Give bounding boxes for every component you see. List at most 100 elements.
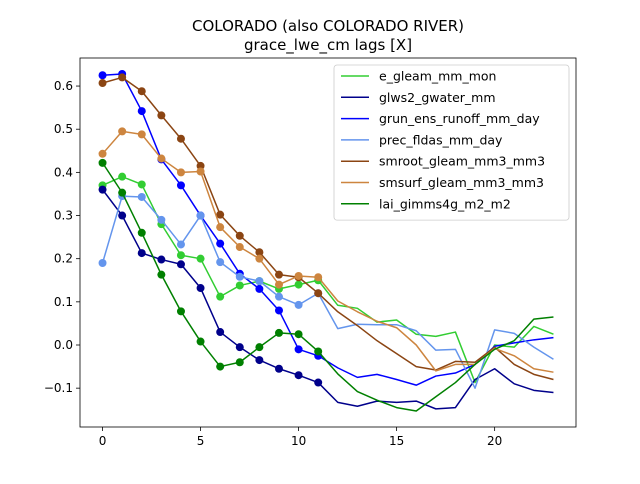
x-tick-label: 0 [99, 434, 107, 448]
series-point-e_gleam_mm_mon [216, 292, 225, 301]
series-point-smroot_gleam_mm3_mm3 [98, 79, 107, 88]
legend-label: lai_gimms4g_m2_m2 [379, 196, 511, 211]
series-point-grun_ens_runoff_mm_day [137, 107, 146, 116]
series-point-glws2_gwater_mm [235, 343, 244, 352]
series-point-prec_fldas_mm_day [294, 300, 303, 309]
series-point-e_gleam_mm_mon [294, 280, 303, 289]
series-point-smsurf_gleam_mm3_mm3 [255, 254, 264, 263]
axes: 0 5 10 15 20 −0.1 0.0 0.1 0.2 0.3 0.4 0.5 0.6 [44, 57, 577, 448]
series-point-glws2_gwater_mm [274, 364, 283, 373]
series-point-smsurf_gleam_mm3_mm3 [98, 149, 107, 158]
series-point-smsurf_gleam_mm3_mm3 [118, 127, 127, 136]
series-line-lai_gimms4g_m2_m2 [101, 162, 554, 412]
series-point-prec_fldas_mm_day [235, 272, 244, 281]
series-point-glws2_gwater_mm [157, 255, 166, 264]
series-point-prec_fldas_mm_day [157, 215, 166, 224]
series-point-grun_ens_runoff_mm_day [274, 306, 283, 315]
series-point-smsurf_gleam_mm3_mm3 [176, 168, 185, 177]
x-tick-label: 15 [389, 434, 404, 448]
series-point-lai_gimms4g_m2_m2 [255, 343, 264, 352]
chart-subtitle: grace_lwe_cm lags [X] [244, 36, 412, 55]
series-point-e_gleam_mm_mon [176, 251, 185, 260]
series-point-smsurf_gleam_mm3_mm3 [274, 280, 283, 289]
series-point-smsurf_gleam_mm3_mm3 [157, 154, 166, 163]
series-point-prec_fldas_mm_day [98, 259, 107, 267]
series-point-glws2_gwater_mm [176, 260, 185, 269]
series-point-prec_fldas_mm_day [216, 258, 225, 267]
series-point-smsurf_gleam_mm3_mm3 [216, 223, 225, 232]
y-tick-label: 0.2 [54, 252, 73, 266]
series-point-prec_fldas_mm_day [137, 192, 146, 201]
legend-label: prec_fldas_mm_day [379, 132, 503, 147]
series-line-prec_fldas_mm_day [101, 195, 554, 389]
plot-frame [79, 57, 577, 428]
series-point-e_gleam_mm_mon [118, 172, 127, 181]
legend-label: e_gleam_mm_mon [379, 69, 496, 84]
y-tick-label: 0.1 [54, 295, 73, 309]
y-tick-label: 0.4 [54, 165, 73, 179]
series-point-smroot_gleam_mm3_mm3 [235, 231, 244, 240]
series-point-smroot_gleam_mm3_mm3 [314, 289, 323, 298]
series-point-smsurf_gleam_mm3_mm3 [314, 273, 323, 282]
series-point-smroot_gleam_mm3_mm3 [255, 248, 264, 257]
x-tick-label: 5 [197, 434, 205, 448]
series-point-lai_gimms4g_m2_m2 [314, 347, 323, 356]
series-point-prec_fldas_mm_day [196, 211, 205, 220]
y-tick-label: 0.3 [54, 209, 73, 223]
series-point-lai_gimms4g_m2_m2 [196, 337, 205, 346]
series-point-lai_gimms4g_m2_m2 [157, 270, 166, 279]
series-point-glws2_gwater_mm [137, 249, 146, 258]
series-point-smroot_gleam_mm3_mm3 [176, 134, 185, 143]
y-tick-label: 0.0 [54, 338, 73, 352]
series-point-smsurf_gleam_mm3_mm3 [196, 167, 205, 176]
y-tick-label: −0.1 [44, 381, 73, 395]
legend-label: glws2_gwater_mm [379, 90, 496, 105]
series-point-lai_gimms4g_m2_m2 [274, 328, 283, 337]
legend-box [333, 64, 570, 221]
series-point-lai_gimms4g_m2_m2 [118, 188, 127, 197]
series-point-e_gleam_mm_mon [235, 281, 244, 290]
series-point-glws2_gwater_mm [294, 371, 303, 380]
series-point-prec_fldas_mm_day [255, 277, 264, 286]
x-tick-label: 20 [487, 434, 502, 448]
series-point-grun_ens_runoff_mm_day [216, 239, 225, 248]
series-point-glws2_gwater_mm [255, 356, 264, 365]
series-point-grun_ens_runoff_mm_day [294, 345, 303, 354]
series-point-e_gleam_mm_mon [196, 254, 205, 263]
series-point-lai_gimms4g_m2_m2 [294, 330, 303, 339]
chart-title: COLORADO (also COLORADO RIVER) [192, 17, 464, 35]
series-point-lai_gimms4g_m2_m2 [216, 362, 225, 371]
series-point-smroot_gleam_mm3_mm3 [118, 73, 127, 82]
legend-label: smroot_gleam_mm3_mm3 [379, 154, 545, 169]
series-point-glws2_gwater_mm [196, 284, 205, 293]
series-point-lai_gimms4g_m2_m2 [176, 307, 185, 316]
series-point-prec_fldas_mm_day [274, 292, 283, 301]
series-point-lai_gimms4g_m2_m2 [98, 158, 107, 167]
series-point-glws2_gwater_mm [314, 378, 323, 387]
series-point-smroot_gleam_mm3_mm3 [137, 87, 146, 96]
series-point-smsurf_gleam_mm3_mm3 [294, 271, 303, 280]
x-tick-label: 10 [291, 434, 306, 448]
legend: e_gleam_mm_mon glws2_gwater_mm grun_ens_ru… [333, 64, 570, 221]
legend-label: grun_ens_runoff_mm_day [379, 111, 540, 126]
series-point-smroot_gleam_mm3_mm3 [196, 161, 205, 170]
series-point-prec_fldas_mm_day [176, 240, 185, 249]
series-point-smsurf_gleam_mm3_mm3 [235, 243, 244, 252]
series-point-lai_gimms4g_m2_m2 [137, 228, 146, 237]
y-tick-label: 0.6 [54, 79, 73, 93]
series-point-smroot_gleam_mm3_mm3 [157, 111, 166, 120]
series-point-glws2_gwater_mm [216, 328, 225, 337]
series-point-smroot_gleam_mm3_mm3 [216, 210, 225, 219]
series-line-smroot_gleam_mm3_mm3 [102, 76, 554, 381]
plot-area [98, 69, 554, 412]
series-point-smsurf_gleam_mm3_mm3 [137, 130, 146, 139]
legend-label: smsurf_gleam_mm3_mm3 [379, 175, 544, 190]
series-point-grun_ens_runoff_mm_day [176, 181, 185, 190]
series-point-glws2_gwater_mm [118, 211, 127, 220]
series-point-smroot_gleam_mm3_mm3 [274, 270, 283, 279]
series-point-lai_gimms4g_m2_m2 [235, 358, 244, 367]
series-point-grun_ens_runoff_mm_day [255, 284, 264, 293]
series-point-e_gleam_mm_mon [137, 180, 146, 189]
